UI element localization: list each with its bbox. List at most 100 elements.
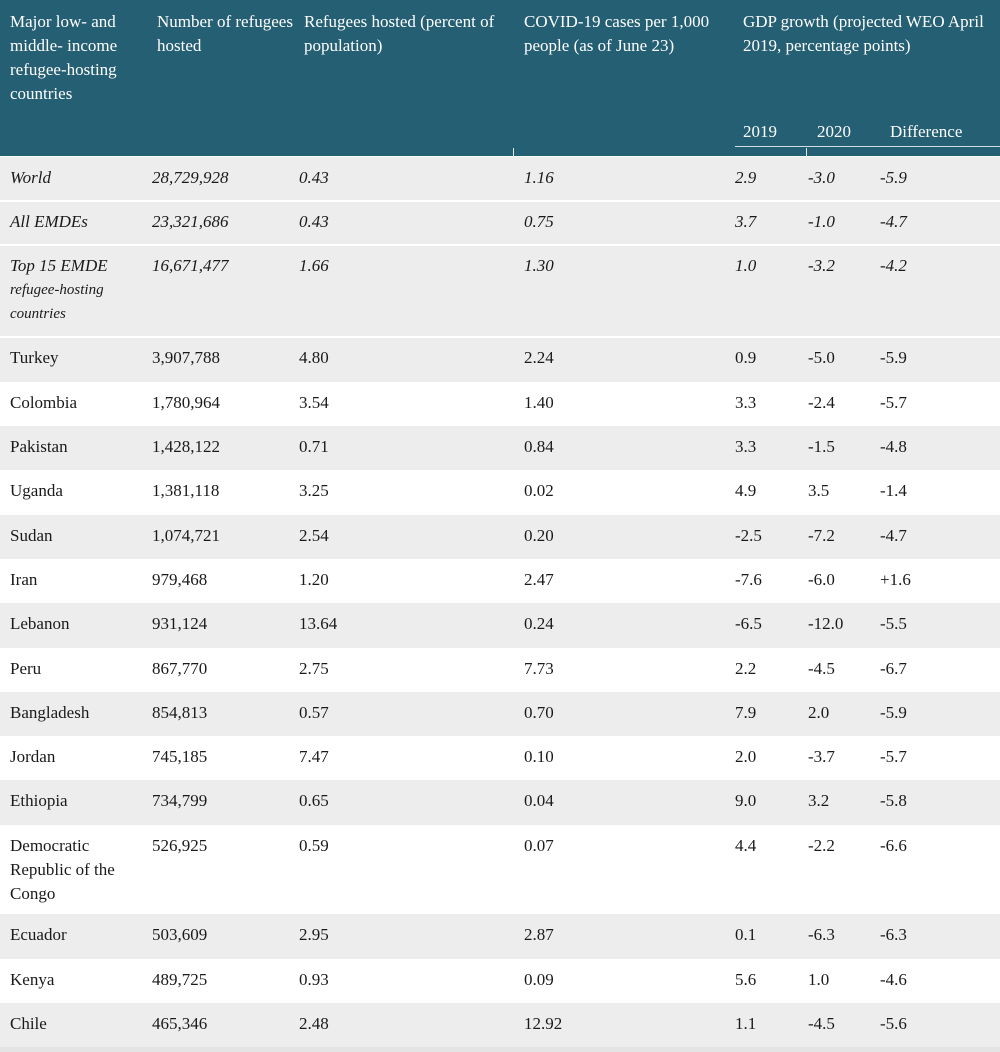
cell-refugees: 503,609 <box>152 925 208 944</box>
cell-percent: 2.48 <box>299 1014 329 1033</box>
cell-gdp-2019: 4.9 <box>735 481 757 500</box>
cell-country: Sudan <box>10 526 53 545</box>
table-row: Bangladesh 854,813 0.57 0.70 7.9 2.0 -5.9 <box>0 692 1000 736</box>
table-row: Colombia 1,780,964 3.54 1.40 3.3 -2.4 -5.7 <box>0 382 1000 426</box>
cell-gdp-2019: -6.5 <box>735 614 762 633</box>
cell-covid: 0.24 <box>524 614 554 633</box>
cell-country-line1: Top 15 EMDE <box>10 256 108 275</box>
header-divider <box>735 146 1000 147</box>
cell-covid: 2.24 <box>524 348 554 367</box>
cell-gdp-2019: 3.7 <box>735 212 757 231</box>
cell-covid: 7.73 <box>524 659 554 678</box>
cell-gdp-difference: -5.9 <box>880 168 907 187</box>
cell-percent: 4.80 <box>299 348 329 367</box>
cell-country: All EMDEs <box>10 212 88 231</box>
cell-refugees: 854,813 <box>152 703 208 722</box>
cell-refugees: 489,725 <box>152 970 208 989</box>
cell-refugees: 465,346 <box>152 1014 208 1033</box>
cell-gdp-2020: -5.0 <box>808 348 835 367</box>
cell-percent: 0.43 <box>299 168 329 187</box>
cell-percent: 0.59 <box>299 836 329 855</box>
cell-gdp-2020: 2.0 <box>808 703 830 722</box>
cell-gdp-difference: -1.4 <box>880 481 907 500</box>
cell-refugees: 734,799 <box>152 791 208 810</box>
cell-gdp-difference: -5.7 <box>880 393 907 412</box>
cell-country: Ecuador <box>10 925 67 944</box>
cell-gdp-2020: -2.2 <box>808 836 835 855</box>
cell-gdp-2020: -3.2 <box>808 256 835 275</box>
table-row: Kenya 489,725 0.93 0.09 5.6 1.0 -4.6 <box>0 959 1000 1003</box>
table-row: Pakistan 1,428,122 0.71 0.84 3.3 -1.5 -4.8 <box>0 426 1000 470</box>
cell-gdp-2019: 1.0 <box>735 256 757 275</box>
cell-refugees: 1,381,118 <box>152 481 220 500</box>
table-row: All EMDEs 23,321,686 0.43 0.75 3.7 -1.0 -4.7 <box>0 201 1000 245</box>
header-gdp-2019: 2019 <box>743 122 777 141</box>
cell-gdp-difference: -4.2 <box>880 256 907 275</box>
cell-gdp-2020: -6.3 <box>808 925 835 944</box>
cell-gdp-difference: +1.6 <box>880 570 911 589</box>
cell-refugees: 23,321,686 <box>152 212 229 231</box>
cell-gdp-difference: -5.8 <box>880 791 907 810</box>
cell-gdp-difference: -4.7 <box>880 212 907 231</box>
cell-gdp-2020: 3.2 <box>808 791 830 810</box>
cell-gdp-2019: 0.9 <box>735 348 757 367</box>
cell-gdp-difference: -4.8 <box>880 437 907 456</box>
cell-percent: 0.71 <box>299 437 329 456</box>
cell-gdp-2020: -4.5 <box>808 659 835 678</box>
cell-refugees: 1,780,964 <box>152 393 220 412</box>
cell-percent: 3.25 <box>299 481 329 500</box>
cell-country-line2: refugee-hosting countries <box>10 282 104 322</box>
cell-refugees: 979,468 <box>152 570 208 589</box>
cell-gdp-difference: -5.6 <box>880 1014 907 1033</box>
cell-gdp-2020: -3.0 <box>808 168 835 187</box>
cell-country: Pakistan <box>10 437 68 456</box>
cell-percent: 1.20 <box>299 570 329 589</box>
cell-gdp-2019: 2.2 <box>735 659 757 678</box>
cell-gdp-2020: -1.5 <box>808 437 835 456</box>
cell-gdp-2019: 0.1 <box>735 925 757 944</box>
cell-refugees: 745,185 <box>152 747 208 766</box>
cell-refugees: 28,729,928 <box>152 168 229 187</box>
row-separator <box>0 244 1000 246</box>
header-gdp-difference: Difference <box>890 122 963 141</box>
table-row: Democratic Republic of the Congo 526,925 0… <box>0 825 1000 914</box>
cell-refugees: 867,770 <box>152 659 208 678</box>
cell-gdp-2019: -2.5 <box>735 526 762 545</box>
cell-gdp-difference: -5.5 <box>880 614 907 633</box>
table-row: Ethiopia 734,799 0.65 0.04 9.0 3.2 -5.8 <box>0 780 1000 825</box>
cell-country: Lebanon <box>10 614 70 633</box>
cell-covid: 0.09 <box>524 970 554 989</box>
cell-gdp-2020: -6.0 <box>808 570 835 589</box>
cell-gdp-2019: 2.9 <box>735 168 757 187</box>
cell-covid: 0.07 <box>524 836 554 855</box>
cell-country: Peru <box>10 659 42 678</box>
cell-percent: 2.95 <box>299 925 329 944</box>
cell-refugees: 1,428,122 <box>152 437 220 456</box>
cell-covid: 0.70 <box>524 703 554 722</box>
table-bottom-rule <box>0 1047 1000 1052</box>
cell-gdp-2020: -2.4 <box>808 393 835 412</box>
cell-country: Democratic Republic of the Congo <box>10 836 115 903</box>
table-row: Peru 867,770 2.75 7.73 2.2 -4.5 -6.7 <box>0 648 1000 692</box>
row-separator <box>0 336 1000 338</box>
cell-covid: 0.10 <box>524 747 554 766</box>
cell-refugees: 526,925 <box>152 836 208 855</box>
cell-gdp-2020: -12.0 <box>808 614 844 633</box>
table-row: Iran 979,468 1.20 2.47 -7.6 -6.0 +1.6 <box>0 559 1000 603</box>
table-row: Jordan 745,185 7.47 0.10 2.0 -3.7 -5.7 <box>0 736 1000 780</box>
cell-covid: 0.04 <box>524 791 554 810</box>
table-row: Top 15 EMDE refugee-hosting countries 16,6… <box>0 245 1000 337</box>
cell-country: Colombia <box>10 393 78 412</box>
table-row: Chile 465,346 2.48 12.92 1.1 -4.5 -5.6 <box>0 1003 1000 1047</box>
cell-gdp-2019: 1.1 <box>735 1014 757 1033</box>
cell-gdp-2019: -7.6 <box>735 570 762 589</box>
cell-covid: 2.47 <box>524 570 554 589</box>
cell-refugees: 3,907,788 <box>152 348 220 367</box>
header-gdp-2020: 2020 <box>817 122 851 141</box>
cell-gdp-2019: 7.9 <box>735 703 757 722</box>
cell-covid: 0.75 <box>524 212 554 231</box>
cell-covid: 2.87 <box>524 925 554 944</box>
cell-country: Ethiopia <box>10 791 68 810</box>
header-country: Major low- and middle- income refugee-ho… <box>10 12 118 103</box>
